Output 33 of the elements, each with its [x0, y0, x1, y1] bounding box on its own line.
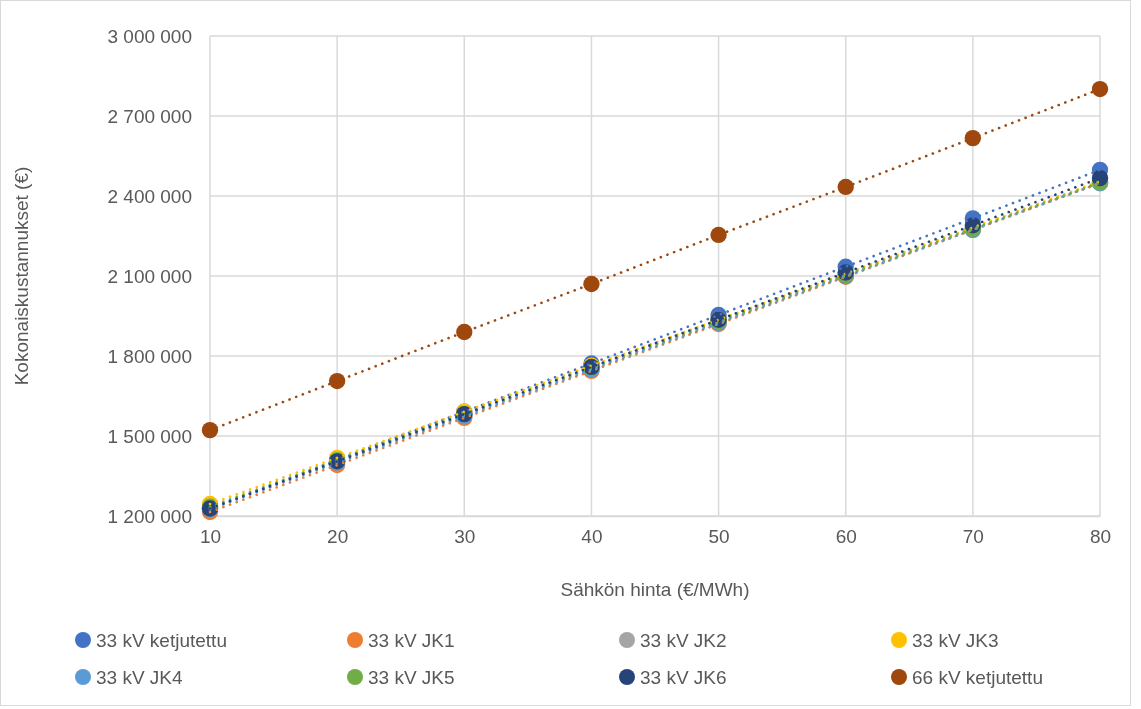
y-tick-label: 2 700 000 — [107, 105, 192, 127]
legend-label: 33 kV JK2 — [640, 630, 727, 651]
x-axis-title: Sähkön hinta (€/MWh) — [560, 579, 750, 600]
legend-label: 33 kV ketjutettu — [96, 630, 227, 651]
x-tick-label: 70 — [962, 526, 984, 548]
x-tick-label: 30 — [454, 526, 476, 548]
point — [837, 178, 854, 196]
y-axis-title: Kokonaiskustannukset (€) — [11, 166, 32, 386]
y-tick-label: 1 200 000 — [107, 505, 192, 527]
y-tick-label: 3 000 000 — [107, 25, 192, 47]
x-tick-label: 20 — [327, 526, 349, 548]
x-tick-label: 40 — [581, 526, 603, 548]
legend-label: 33 kV JK3 — [912, 630, 999, 651]
x-tick-label: 10 — [199, 526, 222, 548]
x-tick-label: 60 — [835, 526, 857, 548]
legend-label: 33 kV JK6 — [640, 667, 727, 688]
point — [1091, 80, 1109, 98]
legend-label: 33 kV JK1 — [368, 630, 455, 651]
y-tick-label: 1 500 000 — [107, 425, 192, 447]
point — [328, 372, 346, 390]
x-tick-label: 50 — [708, 526, 730, 548]
point — [710, 226, 727, 244]
x-tick-label: 80 — [1089, 526, 1112, 548]
point — [583, 275, 600, 293]
legend-label: 33 kV JK4 — [96, 667, 184, 688]
y-tick-label: 1 800 000 — [107, 345, 192, 367]
legend-label: 66 kV ketjutettu — [912, 667, 1043, 688]
point — [456, 323, 473, 341]
y-tick-label: 2 400 000 — [107, 185, 192, 207]
legend-label: 33 kV JK5 — [368, 667, 455, 688]
point — [964, 129, 982, 147]
point — [201, 421, 219, 439]
y-tick-label: 2 100 000 — [107, 265, 192, 287]
